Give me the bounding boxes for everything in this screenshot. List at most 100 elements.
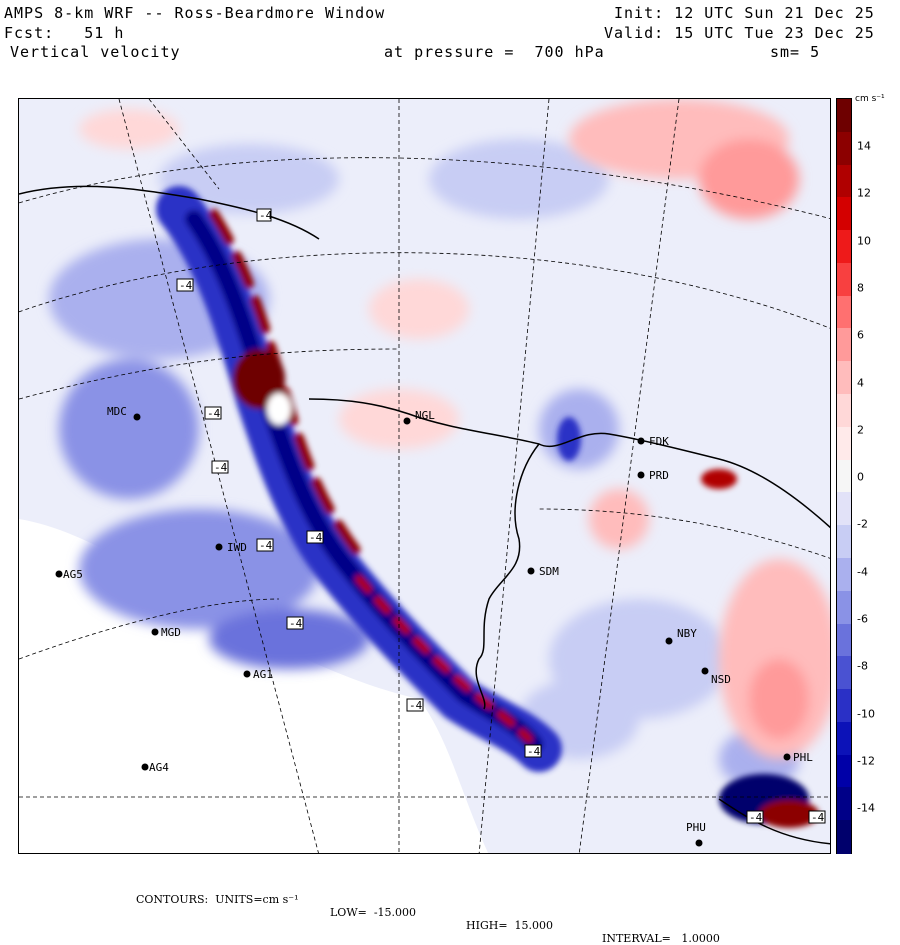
- stations: MDC NGL FDK PRD SDM AG5 MGD AG1 AG4 NBY …: [55, 405, 814, 847]
- contour-label-boxes: -4 -4 -4 -4 -4 -4 -4 -4 -4 -4 -4 4: [176, 208, 826, 824]
- contour-label-text: -4: [309, 531, 323, 544]
- contour-label-text: -4: [289, 617, 303, 630]
- colorbar-tick-label: -14: [857, 801, 875, 815]
- colorbar-segment: [837, 623, 851, 657]
- valid-time: Valid: 15 UTC Tue 23 Dec 25: [604, 24, 875, 42]
- station-NSD[interactable]: NSD: [701, 667, 731, 687]
- contour-label-text: -4: [811, 811, 825, 824]
- svg-text:AG4: AG4: [149, 761, 169, 774]
- colorbar-segment: [837, 131, 851, 166]
- footer: CONTOURS: UNITS=cm s⁻¹ LOW= -15.000 HIGH…: [0, 880, 900, 945]
- colorbar-tick-label: 6: [857, 328, 864, 342]
- station-FDK[interactable]: FDK: [637, 435, 670, 448]
- colorbar-segment: [837, 230, 851, 264]
- svg-text:FDK: FDK: [649, 435, 669, 448]
- station-AG1[interactable]: AG1: [243, 668, 273, 681]
- contour-interval: INTERVAL= 1.0000: [602, 932, 720, 945]
- colorbar-segment: [837, 557, 851, 592]
- colorbar-segment: [837, 820, 851, 854]
- latlon-grid: [19, 99, 830, 853]
- smoothing-value: sm= 5: [770, 43, 821, 61]
- vertical-velocity-map[interactable]: -4 -4 -4 -4 -4 -4 -4 -4 -4 -4 -4 4 MDC N…: [19, 99, 831, 854]
- forecast-hour: Fcst: 51 h: [4, 24, 125, 42]
- svg-text:NGL: NGL: [415, 409, 435, 422]
- map-title: AMPS 8-km WRF -- Ross-Beardmore Window: [4, 4, 386, 22]
- colorbar-tick-label: -4: [857, 565, 868, 579]
- map-panel[interactable]: -4 -4 -4 -4 -4 -4 -4 -4 -4 -4 -4 4 MDC N…: [18, 98, 831, 854]
- colorbar-segment: [837, 656, 851, 690]
- colorbar-segment: [837, 492, 851, 526]
- contour-label-text: -4: [207, 407, 221, 420]
- colorbar-tick-label: -12: [857, 754, 875, 768]
- svg-text:MGD: MGD: [161, 626, 181, 639]
- colorbar-segment: [837, 361, 851, 395]
- colorbar-segment: [837, 328, 851, 362]
- field-name: Vertical velocity: [10, 43, 181, 61]
- colorbar-tick-label: 0: [857, 470, 864, 484]
- station-MDC[interactable]: MDC: [107, 405, 141, 421]
- colorbar-tick-label: -2: [857, 517, 868, 531]
- colorbar-tick-label: 4: [857, 376, 864, 389]
- colorbar-segment: [837, 262, 851, 297]
- station-NBY[interactable]: NBY: [665, 627, 698, 645]
- contour-label: -4: [176, 278, 194, 292]
- contour-label-text: -4: [214, 461, 228, 474]
- ice-shelf-front: [475, 443, 540, 710]
- colorbar-segment: [837, 164, 851, 198]
- station-AG5[interactable]: AG5: [55, 568, 83, 581]
- colorbar-segment: [837, 525, 851, 559]
- colorbar-segment: [837, 394, 851, 428]
- station-PRD[interactable]: PRD: [637, 469, 669, 482]
- svg-text:PHL: PHL: [793, 751, 813, 764]
- colorbar-tick-label: -6: [857, 612, 868, 626]
- contour-label-text: -4: [527, 745, 541, 758]
- contour-high: HIGH= 15.000: [466, 919, 554, 932]
- station-MGD[interactable]: MGD: [151, 626, 181, 639]
- contour-label-text: -4: [179, 279, 193, 292]
- svg-text:PRD: PRD: [649, 469, 669, 482]
- contour-label: -4: [406, 698, 424, 712]
- svg-text:PHU: PHU: [686, 821, 706, 834]
- svg-text:AG1: AG1: [253, 668, 273, 681]
- colorbar-tick-label: -8: [857, 659, 868, 673]
- station-AG4[interactable]: AG4: [141, 761, 170, 774]
- mountain-wave-band: [156, 186, 819, 828]
- svg-text:SDM: SDM: [539, 565, 559, 578]
- station-NGL[interactable]: NGL: [403, 409, 436, 425]
- contour-label: -4: [746, 810, 764, 824]
- colorbar-segment: [837, 754, 851, 789]
- grounding-line: [308, 398, 830, 529]
- colorbar-units: cm s⁻¹: [855, 94, 885, 104]
- colorbar-tick-label: 10: [857, 234, 871, 248]
- contour-label-text: -4: [409, 699, 423, 712]
- colorbar-segment: [837, 295, 851, 330]
- contour-label: -4: [524, 744, 542, 758]
- contour-label: -4: [204, 406, 222, 420]
- contour-label: -4: [211, 460, 229, 474]
- init-time: Init: 12 UTC Sun 21 Dec 25: [614, 4, 875, 22]
- colorbar-tick-label: 2: [857, 423, 864, 437]
- contour-label: -4: [306, 530, 324, 544]
- colorbar-segment: [837, 197, 851, 231]
- colorbar-segment: [837, 689, 851, 723]
- colorbar-segment: [837, 787, 851, 821]
- colorbar-segment: [837, 426, 851, 461]
- colorbar-tick-label: -10: [857, 707, 875, 721]
- station-PHL[interactable]: PHL: [783, 751, 814, 764]
- contour-low: LOW= -15.000: [330, 906, 417, 919]
- coastline-north: [19, 185, 320, 240]
- colorbar-segment: [837, 590, 851, 625]
- station-IWD[interactable]: IWD: [215, 541, 247, 554]
- svg-text:IWD: IWD: [227, 541, 247, 554]
- station-PHU[interactable]: PHU: [686, 821, 706, 847]
- contour-label: -4: [256, 208, 273, 222]
- colorbar: [836, 98, 852, 854]
- station-SDM[interactable]: SDM: [527, 565, 560, 578]
- contour-label-text: -4: [259, 539, 273, 552]
- svg-text:AG5: AG5: [63, 568, 83, 581]
- colorbar-tick-label: 12: [857, 186, 871, 200]
- contour-label: -4: [286, 616, 304, 630]
- colorbar-segment: [837, 459, 851, 493]
- coastline-south: [718, 798, 830, 845]
- colorbar-tick-label: 8: [857, 281, 864, 295]
